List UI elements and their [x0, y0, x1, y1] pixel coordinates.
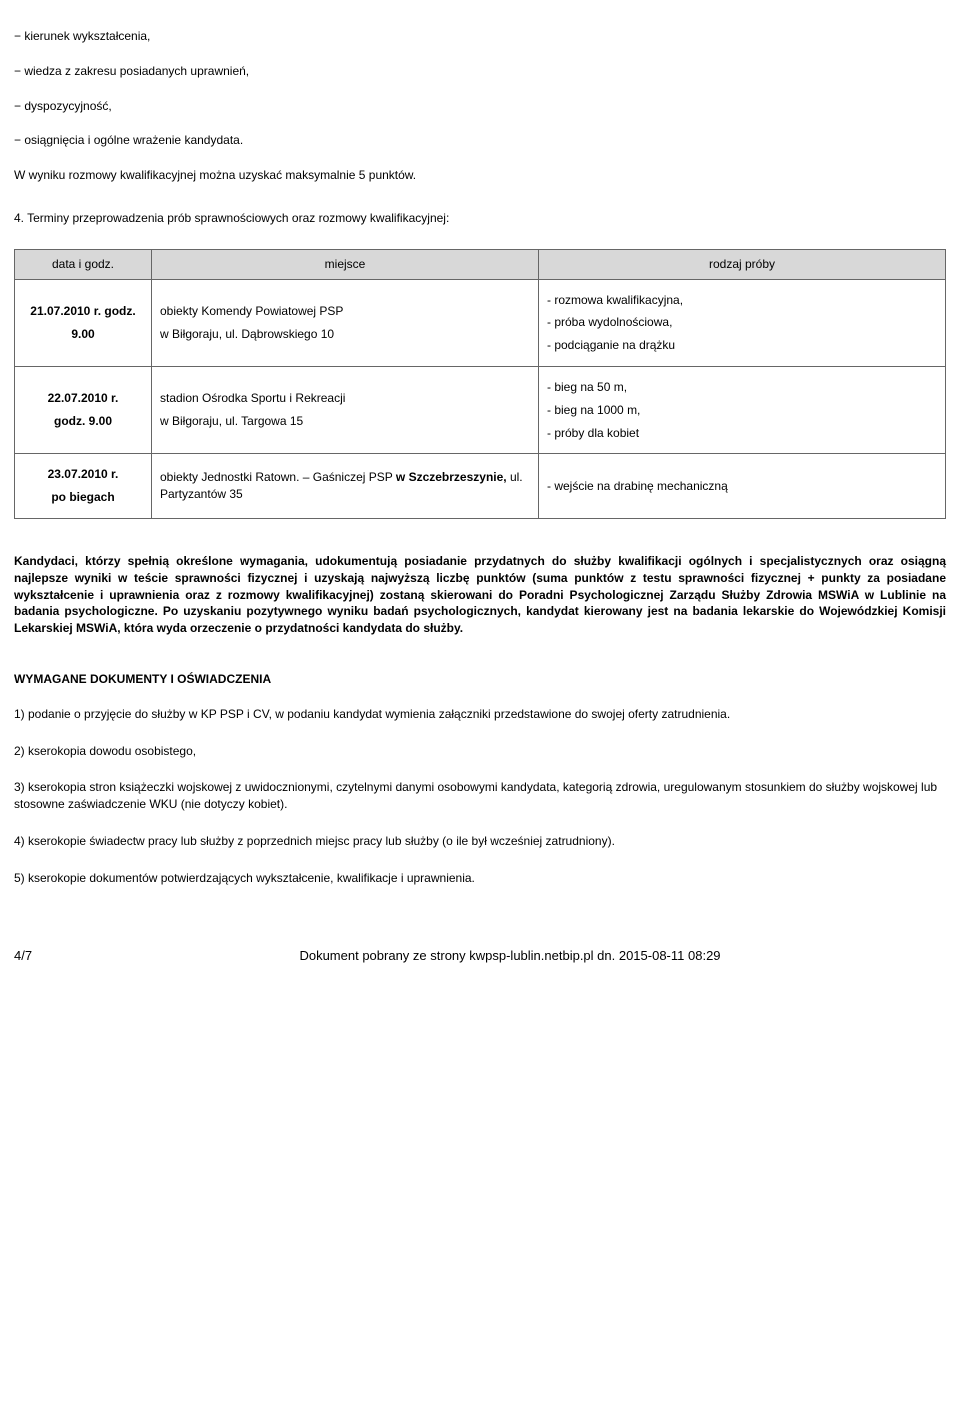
intro-item: − wiedza z zakresu posiadanych uprawnień… [14, 63, 946, 80]
page-number: 4/7 [14, 947, 74, 965]
table-row: 22.07.2010 r. godz. 9.00 stadion Ośrodka… [15, 366, 946, 453]
main-paragraph: Kandydaci, którzy spełnią określone wyma… [14, 553, 946, 637]
date-line: 22.07.2010 r. [23, 390, 143, 407]
table-row: 21.07.2010 r. godz. 9.00 obiekty Komendy… [15, 279, 946, 366]
col-header-kind: rodzaj próby [539, 249, 946, 279]
place-line: stadion Ośrodka Sportu i Rekreacji [160, 390, 530, 407]
intro-item: − kierunek wykształcenia, [14, 28, 946, 45]
page-footer: 4/7 Dokument pobrany ze strony kwpsp-lub… [14, 947, 946, 965]
kind-line: - próba wydolnościowa, [547, 314, 937, 331]
place-line: obiekty Komendy Powiatowej PSP [160, 303, 530, 320]
footer-source: Dokument pobrany ze strony kwpsp-lublin.… [74, 947, 946, 965]
kind-line: - rozmowa kwalifikacyjna, [547, 292, 937, 309]
cell-place: obiekty Komendy Powiatowej PSP w Biłgora… [152, 279, 539, 366]
req-item: 5) kserokopie dokumentów potwierdzającyc… [14, 870, 946, 887]
kind-line: - wejście na drabinę mechaniczną [547, 478, 937, 495]
cell-kind: - rozmowa kwalifikacyjna, - próba wydoln… [539, 279, 946, 366]
date-line: 21.07.2010 r. godz. [23, 303, 143, 320]
cell-date: 22.07.2010 r. godz. 9.00 [15, 366, 152, 453]
req-item: 3) kserokopia stron książeczki wojskowej… [14, 779, 946, 813]
req-item: 1) podanie o przyjęcie do służby w KP PS… [14, 706, 946, 723]
date-line: 23.07.2010 r. [23, 466, 143, 483]
cell-date: 23.07.2010 r. po biegach [15, 454, 152, 519]
place-line: w Biłgoraju, ul. Dąbrowskiego 10 [160, 326, 530, 343]
kind-line: - bieg na 1000 m, [547, 402, 937, 419]
kind-line: - podciąganie na drążku [547, 337, 937, 354]
cell-kind: - bieg na 50 m, - bieg na 1000 m, - prób… [539, 366, 946, 453]
date-line: godz. 9.00 [23, 413, 143, 430]
cell-place: obiekty Jednostki Ratown. – Gaśniczej PS… [152, 454, 539, 519]
req-item: 4) kserokopie świadectw pracy lub służby… [14, 833, 946, 850]
col-header-place: miejsce [152, 249, 539, 279]
intro-item: − dyspozycyjność, [14, 98, 946, 115]
place-line: w Biłgoraju, ul. Targowa 15 [160, 413, 530, 430]
required-docs-heading: WYMAGANE DOKUMENTY I OŚWIADCZENIA [14, 671, 946, 688]
table-row: 23.07.2010 r. po biegach obiekty Jednost… [15, 454, 946, 519]
place-line: obiekty Jednostki Ratown. – Gaśniczej PS… [160, 470, 523, 501]
date-line: po biegach [23, 489, 143, 506]
col-header-date: data i godz. [15, 249, 152, 279]
cell-date: 21.07.2010 r. godz. 9.00 [15, 279, 152, 366]
kind-line: - bieg na 50 m, [547, 379, 937, 396]
kind-line: - próby dla kobiet [547, 425, 937, 442]
cell-place: stadion Ośrodka Sportu i Rekreacji w Bił… [152, 366, 539, 453]
intro-summary: W wyniku rozmowy kwalifikacyjnej można u… [14, 167, 946, 184]
cell-kind: - wejście na drabinę mechaniczną [539, 454, 946, 519]
date-line: 9.00 [23, 326, 143, 343]
schedule-table: data i godz. miejsce rodzaj próby 21.07.… [14, 249, 946, 519]
req-item: 2) kserokopia dowodu osobistego, [14, 743, 946, 760]
intro-item: − osiągnięcia i ogólne wrażenie kandydat… [14, 132, 946, 149]
section-4-heading: 4. Terminy przeprowadzenia prób sprawnoś… [14, 210, 946, 227]
